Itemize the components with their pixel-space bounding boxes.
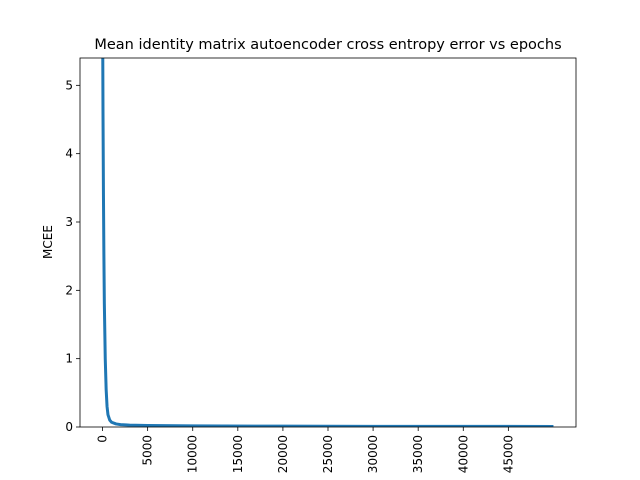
series-line-0 bbox=[101, 58, 554, 427]
y-tick-label-4: 4 bbox=[65, 147, 73, 161]
x-tick-label-4: 20000 bbox=[276, 435, 290, 473]
x-tick-label-9: 45000 bbox=[501, 435, 515, 473]
x-axis: 0 5000 10000 15000 20000 25000 30000 35000 40000… bbox=[96, 427, 515, 473]
plot-frame bbox=[79, 57, 577, 428]
x-tick-label-7: 35000 bbox=[411, 435, 425, 473]
y-tick-label-2: 2 bbox=[65, 283, 73, 297]
series-layer bbox=[101, 58, 554, 427]
y-tick-label-5: 5 bbox=[65, 78, 73, 92]
y-axis: 0 1 2 3 4 5 bbox=[65, 78, 80, 434]
x-tick-label-3: 15000 bbox=[231, 435, 245, 473]
y-tick-label-3: 3 bbox=[65, 215, 73, 229]
y-tick-label-0: 0 bbox=[65, 420, 73, 434]
x-tick-label-1: 5000 bbox=[141, 435, 155, 466]
x-tick-label-5: 25000 bbox=[321, 435, 335, 473]
x-tick-label-6: 30000 bbox=[366, 435, 380, 473]
chart-title: Mean identity matrix autoencoder cross e… bbox=[94, 37, 561, 53]
x-tick-label-2: 10000 bbox=[186, 435, 200, 473]
y-tick-label-1: 1 bbox=[65, 352, 73, 366]
x-tick-label-8: 40000 bbox=[456, 435, 470, 473]
y-axis-label: MCEE bbox=[41, 225, 55, 259]
x-tick-label-0: 0 bbox=[96, 435, 110, 443]
